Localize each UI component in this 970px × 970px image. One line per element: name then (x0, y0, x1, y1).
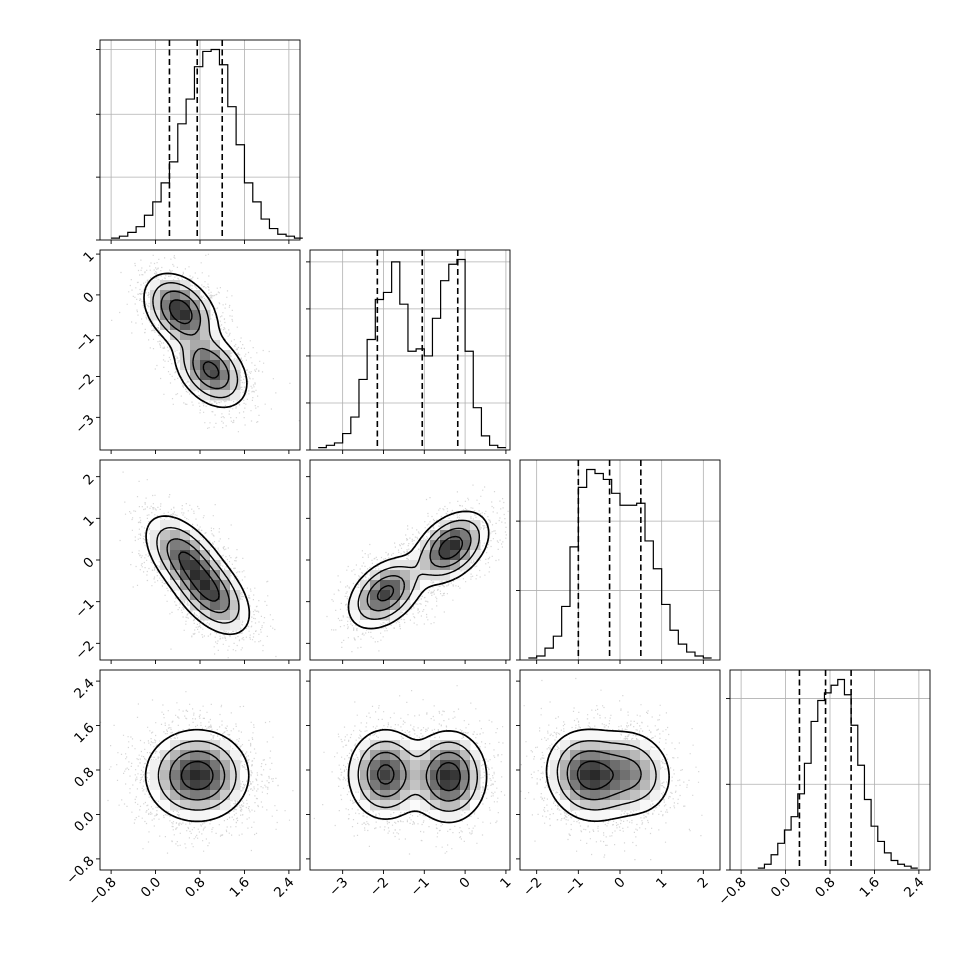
contour-level-0 (545, 728, 670, 823)
y-tick-label: −0.8 (63, 853, 97, 887)
hist-panel-1 (306, 249, 511, 454)
contour-level-3 (576, 760, 614, 790)
y-tick-label: −2 (72, 371, 97, 396)
x-tick-label: 2.4 (901, 874, 928, 901)
contour-level-0 (145, 515, 251, 636)
contour-level-0 (347, 728, 488, 824)
contour-level-2 (566, 750, 642, 801)
x-tick-label: 1.6 (857, 874, 884, 901)
contour-level-3 (168, 299, 220, 379)
y-tick-label: 1.6 (71, 720, 98, 747)
x-tick-label: 1.6 (227, 874, 254, 901)
contour-level-0 (143, 272, 248, 409)
contour-level-2 (160, 290, 230, 390)
x-tick-label: −1 (408, 874, 433, 899)
contour-level-1 (357, 740, 478, 812)
x-tick-label: −2 (520, 874, 545, 899)
contour-level-3 (376, 535, 463, 602)
x-tick-label: −2 (367, 874, 392, 899)
scatter-panel-3-1 (306, 669, 511, 874)
x-tick-label: −0.8 (715, 874, 749, 908)
histogram-line (528, 468, 712, 659)
hist-panel-3 (726, 669, 931, 874)
contour-level-2 (366, 751, 470, 802)
grid (310, 250, 510, 450)
x-tick-label: 1 (497, 874, 514, 891)
x-tick-label: 2 (695, 874, 712, 891)
histogram-line (111, 48, 303, 239)
y-tick-label: 2.4 (71, 675, 98, 702)
contour-level-0 (347, 510, 490, 630)
histogram-line (318, 258, 506, 449)
x-tick-label: 1 (653, 874, 670, 891)
x-tick-label: −1 (562, 874, 587, 899)
grid (100, 40, 300, 240)
y-tick-label: 1 (80, 513, 97, 530)
y-tick-label: −2 (72, 638, 97, 663)
y-tick-label: 1 (80, 248, 97, 265)
contour-level-1 (157, 740, 237, 811)
x-tick-label: 2.4 (271, 874, 298, 901)
contour-level-3 (178, 551, 220, 602)
y-tick-label: −1 (72, 330, 97, 355)
density-cells (150, 730, 251, 821)
contour-level-0 (144, 728, 250, 823)
contour-level-2 (166, 538, 230, 614)
contour-level-2 (169, 750, 226, 801)
y-tick-label: −1 (72, 596, 97, 621)
y-tick-label: 0 (80, 554, 97, 571)
x-tick-label: −0.8 (85, 874, 119, 908)
scatter-panel-2-1 (306, 459, 511, 664)
scatter-panel-2-0 (96, 459, 301, 664)
y-tick-label: −3 (72, 412, 97, 437)
hist-panel-2 (516, 459, 721, 664)
x-tick-label: 0 (456, 874, 473, 891)
contour-level-3 (180, 760, 214, 791)
x-tick-label: 0 (611, 874, 628, 891)
y-tick-label: 2 (80, 471, 97, 488)
histogram-line (757, 678, 918, 869)
x-tick-label: −3 (326, 874, 351, 899)
contour-level-2 (366, 527, 472, 612)
grid (730, 670, 930, 870)
y-tick-label: 0 (80, 289, 97, 306)
density-cells (550, 730, 671, 821)
density-cells (150, 520, 251, 631)
y-tick-label: 0.8 (71, 764, 98, 791)
scatter-panel-3-0 (96, 669, 301, 874)
contour-level-3 (376, 761, 461, 792)
grid (520, 460, 720, 660)
x-tick-label: 0.8 (812, 874, 839, 901)
x-tick-label: 0.0 (138, 874, 165, 901)
x-tick-label: 0.8 (182, 874, 209, 901)
hist-panel-0 (96, 39, 303, 244)
contour-level-1 (357, 519, 480, 620)
scatter-panel-1-0 (96, 249, 301, 454)
x-tick-label: 0.0 (768, 874, 795, 901)
contour-level-1 (152, 282, 239, 399)
y-tick-label: 0.0 (71, 809, 98, 836)
scatter-panel-3-2 (516, 669, 721, 874)
contour-level-1 (556, 740, 657, 811)
density-cells (350, 730, 481, 821)
panel-frame (309, 249, 511, 451)
contour-level-1 (156, 526, 240, 624)
